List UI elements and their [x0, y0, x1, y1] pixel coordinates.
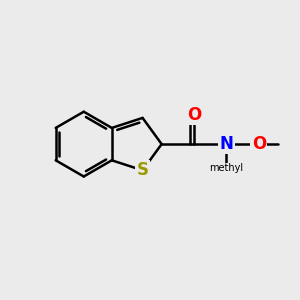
Text: N: N [220, 135, 233, 153]
Text: S: S [136, 161, 148, 179]
Text: O: O [252, 135, 266, 153]
Text: methyl: methyl [209, 164, 244, 173]
Text: O: O [187, 106, 201, 124]
